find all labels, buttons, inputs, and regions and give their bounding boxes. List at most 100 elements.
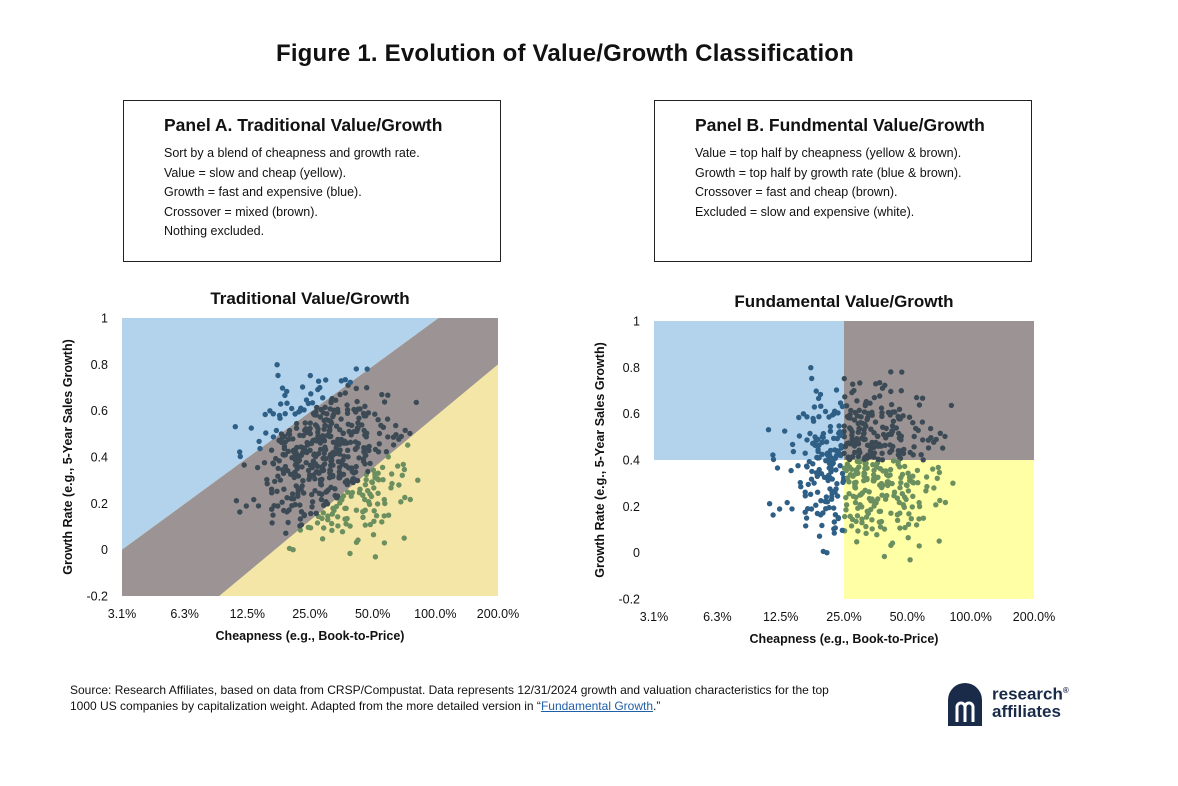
scatter-point (805, 481, 811, 488)
scatter-point (854, 539, 860, 545)
panel-a-box: Panel A. Traditional Value/Growth Sort b… (123, 100, 501, 262)
scatter-point (275, 465, 281, 472)
scatter-point (281, 486, 287, 492)
scatter-point (789, 506, 795, 512)
scatter-point (297, 432, 303, 438)
scatter-point (274, 488, 280, 494)
scatter-point (353, 463, 359, 470)
scatter-point (319, 536, 326, 542)
scatter-point (332, 486, 338, 492)
scatter-point (360, 492, 366, 498)
scatter-point (385, 454, 391, 460)
scatter-point (317, 446, 324, 453)
scatter-point (398, 499, 404, 505)
x-tick-label: 3.1% (640, 610, 669, 624)
scatter-point (862, 470, 868, 477)
scatter-point (841, 428, 847, 435)
scatter-point (305, 467, 312, 474)
y-tick-label: 1 (101, 312, 108, 326)
scatter-point (889, 428, 896, 435)
scatter-point (920, 437, 926, 443)
scatter-point (845, 455, 851, 461)
scatter-point (856, 464, 862, 470)
scatter-point (832, 525, 838, 531)
scatter-point (375, 470, 381, 476)
scatter-point (873, 381, 879, 387)
scatter-point (399, 472, 405, 478)
scatter-point (950, 480, 956, 486)
scatter-point (856, 407, 862, 413)
scatter-point (865, 410, 871, 416)
panel-a-line: Nothing excluded. (164, 224, 265, 238)
scatter-point (285, 468, 291, 474)
scatter-point (368, 493, 375, 500)
scatter-point (847, 513, 853, 519)
scatter-point (292, 411, 298, 417)
scatter-point (869, 496, 875, 502)
scatter-point (339, 529, 346, 535)
scatter-point (809, 375, 815, 382)
y-tick-label: -0.2 (618, 593, 640, 607)
scatter-point (270, 460, 276, 466)
scatter-point (930, 466, 936, 472)
fundamental-growth-link[interactable]: Fundamental Growth (540, 698, 653, 713)
scatter-point (903, 496, 909, 503)
scatter-point (851, 387, 857, 394)
scatter-point (790, 448, 797, 455)
scatter-point (854, 513, 861, 519)
scatter-point (365, 410, 372, 416)
scatter-point (319, 515, 325, 522)
scatter-point (345, 479, 351, 486)
scatter-point (911, 433, 917, 440)
scatter-point (312, 488, 318, 494)
scatter-point (290, 496, 297, 502)
scatter-point (877, 393, 883, 399)
scatter-point (269, 506, 275, 512)
scatter-point (308, 510, 314, 517)
panel-b-line: Growth = top half by growth rate (blue &… (695, 165, 962, 180)
scatter-point (375, 476, 381, 482)
scatter-point (905, 535, 911, 541)
scatter-point (820, 510, 826, 516)
panel-a-title: Panel A. Traditional Value/Growth (164, 115, 443, 135)
scatter-point (797, 479, 803, 486)
scatter-point (337, 500, 343, 506)
scatter-point (809, 468, 815, 475)
scatter-point (325, 513, 331, 519)
scatter-point (822, 408, 829, 415)
scatter-point (803, 463, 810, 469)
scatter-point (270, 434, 277, 440)
scatter-point (286, 507, 292, 513)
scatter-point (940, 445, 946, 451)
scatter-point (297, 527, 304, 533)
scatter-point (841, 375, 847, 382)
y-tick-label: 0.2 (623, 500, 640, 514)
logo-wordmark: research® affiliates (992, 682, 1069, 720)
scatter-point (335, 459, 342, 465)
scatter-point (925, 445, 932, 451)
scatter-point (916, 402, 923, 408)
scatter-point (788, 467, 794, 474)
scatter-point (281, 443, 288, 450)
scatter-point (818, 471, 825, 477)
scatter-point (350, 469, 356, 475)
scatter-point (808, 365, 814, 371)
scatter-point (272, 478, 278, 485)
scatter-point (279, 499, 285, 505)
scatter-point (865, 510, 871, 517)
scatter-point (803, 523, 809, 529)
scatter-point (311, 460, 317, 466)
scatter-point (303, 397, 310, 403)
scatter-point (336, 464, 343, 471)
x-tick-label: 25.0% (292, 607, 327, 621)
panel-b-line: Value = top half by cheapness (yellow & … (695, 146, 962, 160)
scatter-point (347, 550, 353, 557)
scatter-point (908, 516, 914, 522)
source-text: Source: Research Affiliates, based on da… (70, 683, 829, 713)
scatter-point (843, 403, 850, 409)
scatter-point (317, 414, 323, 420)
scatter-point (237, 449, 243, 455)
chart-title: Traditional Value/Growth (210, 289, 409, 308)
scatter-point (862, 402, 868, 409)
scatter-point (829, 493, 835, 499)
